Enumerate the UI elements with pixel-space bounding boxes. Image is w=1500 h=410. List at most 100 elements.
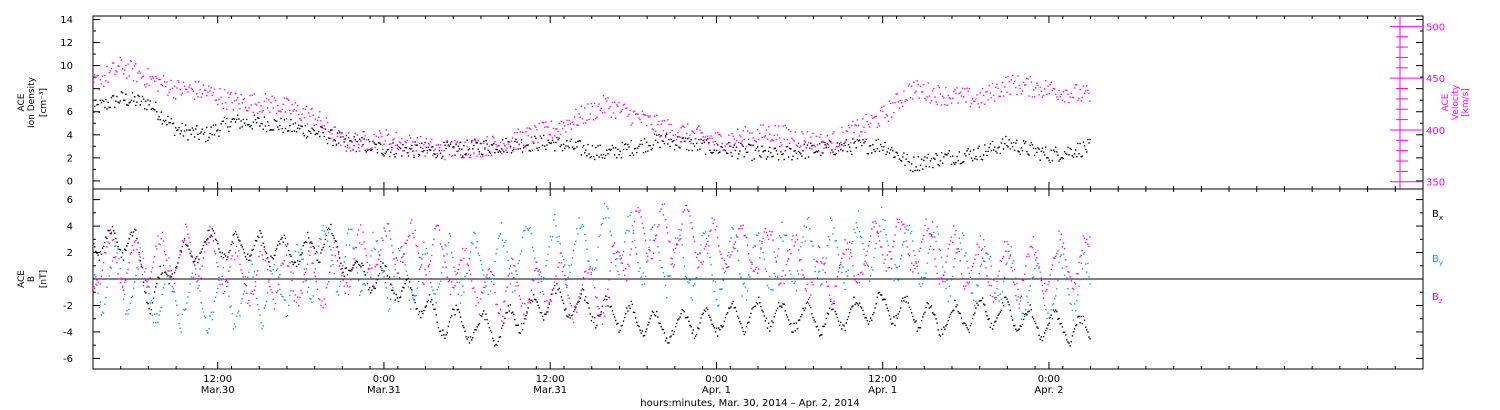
data-point [157,276,159,279]
data-point [418,142,421,145]
data-point [826,312,829,315]
data-point [887,147,890,150]
data-point [529,227,532,229]
data-point [1021,312,1024,314]
data-point [336,290,339,293]
data-point [377,142,380,144]
data-point [909,308,912,311]
data-point [571,121,574,123]
data-point [689,279,691,281]
data-point [671,262,673,265]
data-point [913,264,915,266]
data-point [500,152,503,155]
data-point [1063,151,1066,153]
data-point [588,260,590,263]
data-point [194,128,197,130]
data-point [367,289,370,291]
data-point [805,146,808,149]
data-point [827,146,830,149]
data-point [523,230,525,232]
data-point [724,145,727,148]
data-point [872,117,874,119]
data-point [230,243,232,246]
data-point [160,238,163,240]
data-point [454,314,456,316]
data-point [437,143,440,146]
data-point [513,264,515,267]
data-point [944,271,946,273]
data-point [227,126,229,128]
data-point [941,266,944,268]
data-point [109,229,112,231]
data-point [289,109,291,112]
data-point [978,106,980,108]
data-point [496,344,498,347]
data-point [143,277,146,280]
data-point [748,138,750,141]
data-point [709,149,711,152]
data-point [556,136,558,139]
data-point [441,157,443,160]
data-point [794,149,796,152]
data-point [976,94,978,96]
data-point [1052,309,1055,311]
data-point [722,267,724,270]
data-point [206,243,208,246]
data-point [264,251,267,253]
data-point [834,148,836,150]
data-point [400,147,402,150]
data-point [1014,149,1016,152]
data-point [877,232,880,234]
data-point [837,150,840,152]
data-point [487,268,489,271]
data-point [233,118,236,120]
data-point [690,142,692,145]
data-point [775,309,778,312]
data-point [840,141,842,144]
data-point [194,258,197,260]
data-point [114,256,116,259]
data-point [181,240,184,242]
data-point [1030,141,1033,144]
data-point [431,146,433,148]
data-point [683,265,686,267]
data-point [858,135,861,137]
data-point [643,232,646,235]
data-point [548,133,550,136]
data-point [690,297,692,299]
data-point [653,240,656,242]
data-point [853,131,855,134]
data-point [763,315,765,317]
data-point [863,126,865,128]
data-point [497,312,499,314]
data-point [561,149,564,152]
data-point [257,270,259,272]
data-point [276,268,279,270]
data-point [541,144,544,146]
data-point [151,302,154,304]
data-point [314,133,317,136]
data-point [868,280,871,282]
data-point [299,254,301,257]
data-point [1050,81,1052,84]
data-point [419,135,422,138]
data-point [1088,92,1090,95]
data-point [987,150,989,153]
data-point [976,302,978,304]
data-point [258,308,260,311]
data-point [571,146,574,148]
data-point [1020,93,1023,95]
data-point [485,140,487,142]
data-point [937,329,939,331]
data-point [424,306,426,308]
data-point [1062,91,1065,93]
data-point [907,302,910,304]
data-point [924,97,926,100]
data-point [460,157,463,159]
data-point [697,127,699,129]
data-point [367,149,370,151]
data-point [259,250,261,253]
data-point [615,258,617,261]
data-point [666,297,668,299]
data-point [559,145,562,148]
